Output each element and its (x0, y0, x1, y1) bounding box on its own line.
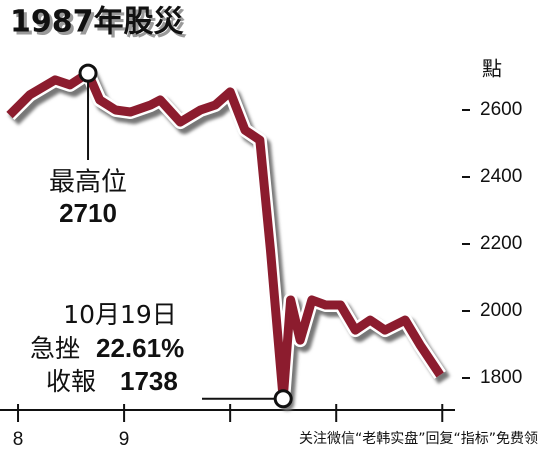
y-tick-label: 1800 (480, 367, 522, 388)
y-tick-label: 2600 (480, 99, 522, 120)
annotation-value: 1738 (120, 366, 178, 396)
watermark: 关注微信“老韩实盘”回复“指标”免费领 (299, 430, 538, 447)
y-tick-label: 2400 (480, 166, 522, 187)
annotation: 收報 (46, 367, 96, 396)
line (6, 68, 444, 404)
low-point (273, 389, 293, 409)
y-tick-label: 2200 (480, 233, 522, 254)
watermark-bg (205, 425, 544, 453)
peak-point (78, 63, 98, 83)
title-shadow: 1987年股災 (13, 8, 187, 43)
annotation-value: 2710 (59, 198, 117, 228)
annotation: 最高位 (49, 168, 127, 198)
y-tick-label: 2000 (480, 300, 522, 321)
x-tick-label: 8 (13, 429, 24, 450)
annotation: 急挫 (30, 334, 80, 363)
annotation: 10月19日 (63, 300, 177, 329)
y-axis-label: 點 (482, 57, 502, 81)
annotation-value: 22.61% (96, 333, 184, 363)
chart-title: 1987年股災 (10, 5, 184, 40)
x-tick-label: 9 (119, 429, 130, 450)
